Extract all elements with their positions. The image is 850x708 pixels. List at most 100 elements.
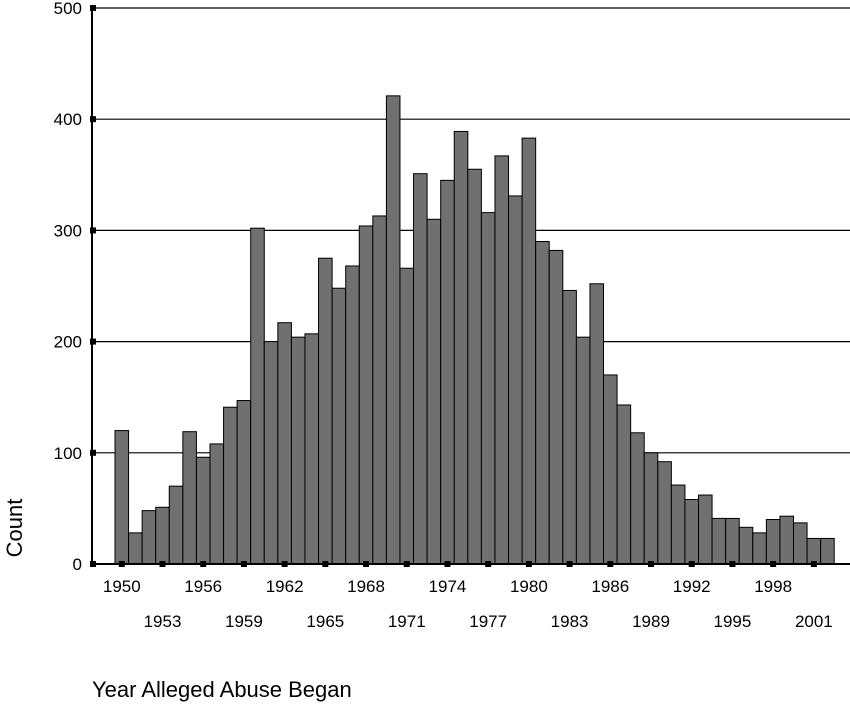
- x-tick-mark-1959: [240, 561, 247, 567]
- x-tick-label: 1974: [429, 577, 467, 596]
- bar-1951: [128, 532, 143, 565]
- y-axis-ticks: 0 100 200 300 400 500: [54, 0, 96, 574]
- x-tick-label: 2001: [795, 612, 833, 631]
- bar-1956: [195, 456, 211, 565]
- x-tick-mark-1995: [729, 561, 736, 567]
- bar-1983: [562, 289, 577, 565]
- x-tick-mark-1992: [688, 561, 695, 567]
- bar-1995: [725, 517, 740, 565]
- x-tick-label: 1959: [225, 612, 263, 631]
- bar-1970: [385, 95, 401, 565]
- x-axis-title: Year Alleged Abuse Began: [92, 677, 352, 702]
- bar-1973: [426, 218, 442, 565]
- bar-1994: [711, 517, 727, 565]
- bar-1987: [616, 404, 632, 565]
- bar-1954: [168, 485, 184, 565]
- x-tick-label: 1992: [673, 577, 711, 596]
- bar-1961: [263, 341, 279, 565]
- bar-2001: [806, 537, 822, 565]
- bar-1950: [114, 430, 130, 565]
- y-tick-label: 500: [54, 0, 82, 18]
- x-tick-mark-1956: [200, 561, 207, 567]
- bar-1977: [480, 212, 496, 565]
- bar-1999: [779, 515, 794, 565]
- y-tick-mark-300: [90, 227, 96, 234]
- x-tick-mark-1962: [281, 561, 288, 567]
- bar-1967: [345, 265, 360, 565]
- y-tick-label: 0: [73, 555, 82, 574]
- bar-1997: [752, 532, 767, 565]
- y-tick-mark-400: [90, 116, 96, 123]
- x-tick-label: 1968: [347, 577, 385, 596]
- bar-1986: [603, 374, 618, 565]
- bar-1998: [765, 519, 781, 565]
- bar-1996: [738, 526, 754, 565]
- bar-1990: [657, 461, 672, 565]
- x-tick-mark-1968: [363, 561, 370, 567]
- bar-1968: [358, 225, 374, 565]
- x-tick-mark-1980: [525, 561, 532, 567]
- bar-1966: [331, 287, 347, 565]
- y-tick-mark-200: [90, 338, 96, 345]
- x-tick-mark-1983: [566, 561, 573, 567]
- bar-1984: [575, 336, 591, 565]
- x-tick-mark-1950: [118, 561, 125, 567]
- bar-1952: [141, 510, 157, 565]
- bars: [114, 95, 835, 565]
- x-tick-mark-1986: [607, 561, 614, 567]
- bar-2000: [793, 522, 808, 565]
- bar-1976: [467, 168, 482, 565]
- bar-2002: [820, 537, 835, 565]
- bar-1957: [209, 443, 225, 565]
- x-tick-label: 1962: [266, 577, 304, 596]
- bar-1979: [508, 195, 523, 565]
- bar-1975: [453, 130, 469, 565]
- bar-1978: [494, 155, 510, 565]
- bar-1988: [630, 432, 645, 565]
- bar-1974: [440, 179, 455, 565]
- bar-1969: [372, 215, 387, 565]
- x-tick-mark-1971: [403, 561, 410, 567]
- bar-1993: [698, 494, 713, 565]
- y-axis-title: Count: [2, 499, 27, 558]
- bar-1980: [521, 137, 537, 565]
- bar-1971: [399, 267, 415, 565]
- bar-1964: [304, 333, 320, 565]
- y-tick-label: 100: [54, 444, 82, 463]
- x-tick-mark-1974: [444, 561, 451, 567]
- x-tick-label: 1965: [306, 612, 344, 631]
- y-tick-label: 200: [54, 333, 82, 352]
- bar-1965: [318, 257, 333, 565]
- x-tick-label: 1995: [714, 612, 752, 631]
- y-tick-mark-100: [90, 449, 96, 456]
- x-tick-mark-1989: [648, 561, 655, 567]
- y-tick-mark-0: [90, 561, 96, 567]
- x-tick-mark-1953: [159, 561, 166, 567]
- bar-1958: [223, 406, 238, 565]
- x-tick-label: 1998: [754, 577, 792, 596]
- x-tick-label: 1971: [388, 612, 426, 631]
- bar-1960: [250, 227, 265, 565]
- bar-1982: [548, 249, 564, 565]
- bar-1953: [155, 506, 170, 565]
- bar-1992: [684, 499, 700, 565]
- bar-1989: [643, 452, 659, 565]
- x-tick-label: 1989: [632, 612, 670, 631]
- bar-1955: [182, 431, 197, 565]
- x-tick-label: 1986: [591, 577, 629, 596]
- y-tick-label: 300: [54, 221, 82, 240]
- bar-1991: [670, 484, 686, 565]
- x-axis-ticks: 1950 1956 1962 1968 1974 1980 1986 1992 1998 1953…: [103, 561, 833, 631]
- x-tick-mark-2001: [810, 561, 817, 567]
- bar-1985: [589, 283, 605, 565]
- x-tick-label: 1983: [551, 612, 589, 631]
- x-tick-label: 1980: [510, 577, 548, 596]
- y-tick-mark-500: [90, 5, 96, 11]
- bar-1972: [413, 173, 428, 565]
- x-tick-label: 1953: [144, 612, 182, 631]
- x-tick-mark-1965: [322, 561, 329, 567]
- x-tick-mark-1977: [485, 561, 492, 567]
- x-tick-label: 1950: [103, 577, 141, 596]
- x-tick-label: 1956: [184, 577, 222, 596]
